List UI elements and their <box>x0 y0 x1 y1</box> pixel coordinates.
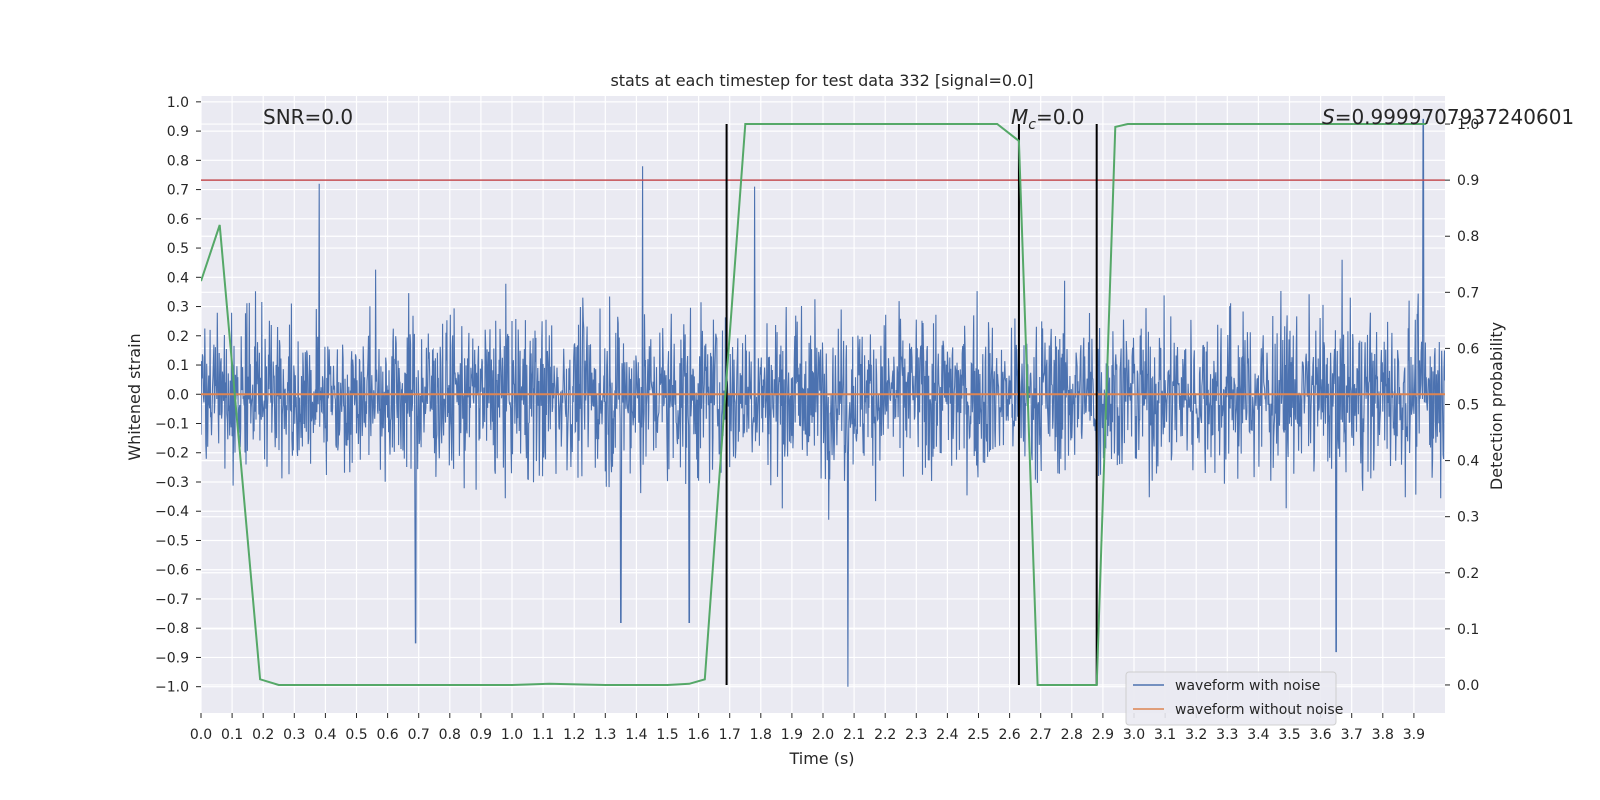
s-symbol: S <box>1322 105 1335 129</box>
y-tick-label: 0.6 <box>167 212 189 228</box>
x-tick-label: 3.5 <box>1278 727 1300 743</box>
y2-tick-label: 0.5 <box>1457 398 1479 414</box>
x-tick-label: 2.9 <box>1092 727 1114 743</box>
mc-symbol: M <box>1011 105 1028 129</box>
y2-tick-label: 0.9 <box>1457 173 1479 189</box>
x-tick-label: 1.8 <box>750 727 772 743</box>
y-tick-label: −0.6 <box>155 563 189 579</box>
x-tick-label: 1.2 <box>563 727 585 743</box>
mc-subscript: c <box>1028 117 1036 133</box>
y2-tick-label: 0.0 <box>1457 678 1479 694</box>
x-tick-label: 1.7 <box>719 727 741 743</box>
y-tick-label: 0.9 <box>167 124 189 140</box>
detection-probability-line <box>201 123 1427 686</box>
x-tick-label: 3.1 <box>1154 727 1176 743</box>
x-tick-label: 2.7 <box>1030 727 1052 743</box>
legend-label-clean: waveform without noise <box>1175 702 1343 718</box>
waveform-with-noise-line <box>201 118 1445 687</box>
y-tick-label: −0.3 <box>155 475 189 491</box>
y2-tick-label: 0.1 <box>1457 622 1479 638</box>
y-tick-label: 0.3 <box>167 300 189 316</box>
snr-annotation: SNR=0.0 <box>263 105 353 129</box>
x-tick-label: 3.2 <box>1185 727 1207 743</box>
legend-box <box>1125 671 1337 726</box>
y2-tick-label: 0.7 <box>1457 285 1479 301</box>
x-tick-label: 3.9 <box>1403 727 1425 743</box>
s-annotation: S=0.9999707937240601 <box>1322 105 1574 129</box>
x-tick-label: 2.0 <box>812 727 834 743</box>
y-tick-label: −0.5 <box>155 533 189 549</box>
legend-label-noisy: waveform with noise <box>1175 678 1320 694</box>
y-tick-label: 0.7 <box>167 183 189 199</box>
x-tick-label: 1.3 <box>594 727 616 743</box>
axes-layer: 1.0 0.9 0.8 0.7 0.6 0.5 0.4 0.3 0.2 0.1 0.0 −0.1 −0.… <box>155 95 1479 743</box>
x-tick-label: 0.9 <box>470 727 492 743</box>
chart-title: stats at each timestep for test data 332… <box>610 71 1033 90</box>
y-tick-label: 0.2 <box>167 329 189 345</box>
legend: waveform with noise waveform without noi… <box>1125 671 1343 726</box>
x-tick-label: 1.1 <box>532 727 554 743</box>
y-tick-label: −0.4 <box>155 504 189 520</box>
mc-annotation: Mc=0.0 <box>1011 105 1085 133</box>
y2-tick-label: 1.0 <box>1457 117 1479 133</box>
x-tick-label: 0.2 <box>252 727 274 743</box>
x-tick-label: 2.8 <box>1061 727 1083 743</box>
x-tick-label: 2.5 <box>967 727 989 743</box>
x-tick-label: 0.3 <box>283 727 305 743</box>
y-tick-label: 0.1 <box>167 358 189 374</box>
y-tick-label: −0.8 <box>155 621 189 637</box>
x-tick-label: 1.6 <box>687 727 709 743</box>
mc-value: =0.0 <box>1036 105 1085 129</box>
x-tick-label: 2.4 <box>936 727 958 743</box>
x-tick-label: 0.7 <box>408 727 430 743</box>
x-tick-label: 2.3 <box>905 727 927 743</box>
x-tick-label: 0.6 <box>376 727 398 743</box>
y-tick-label: 1.0 <box>167 95 189 111</box>
x-tick-label: 3.7 <box>1341 727 1363 743</box>
x-tick-label: 1.9 <box>781 727 803 743</box>
x-tick-label: 0.4 <box>314 727 336 743</box>
data-layer <box>201 118 1445 687</box>
x-tick-label: 1.5 <box>656 727 678 743</box>
y2-tick-label: 0.4 <box>1457 454 1479 470</box>
x-tick-label: 3.3 <box>1216 727 1238 743</box>
x-tick-label: 2.2 <box>874 727 896 743</box>
y2-tick-label: 0.3 <box>1457 510 1479 526</box>
y2-tick-label: 0.8 <box>1457 229 1479 245</box>
y2-tick-label: 0.6 <box>1457 341 1479 357</box>
y-tick-label: −1.0 <box>155 680 189 696</box>
x-tick-label: 0.5 <box>345 727 367 743</box>
x-tick-label: 2.6 <box>998 727 1020 743</box>
x-tick-label: 0.8 <box>439 727 461 743</box>
x-tick-label: 2.1 <box>843 727 865 743</box>
y2-axis-label: Detection probability <box>1487 322 1506 490</box>
x-tick-label: 3.6 <box>1309 727 1331 743</box>
s-value: =0.9999707937240601 <box>1335 105 1574 129</box>
x-tick-label: 0.1 <box>221 727 243 743</box>
y2-tick-label: 0.2 <box>1457 566 1479 582</box>
x-axis-label: Time (s) <box>788 749 854 768</box>
x-tick-label: 3.0 <box>1123 727 1145 743</box>
y-tick-label: −0.1 <box>155 417 189 433</box>
y-axis-label: Whitened strain <box>125 333 144 460</box>
y-tick-label: 0.4 <box>167 270 189 286</box>
x-tick-label: 1.4 <box>625 727 647 743</box>
y-tick-label: −0.2 <box>155 446 189 462</box>
x-tick-label: 3.4 <box>1247 727 1269 743</box>
x-tick-label: 1.0 <box>501 727 523 743</box>
y-tick-label: 0.8 <box>167 153 189 169</box>
y-tick-label: 0.5 <box>167 241 189 257</box>
y-tick-label: −0.7 <box>155 592 189 608</box>
x-tick-label: 3.8 <box>1372 727 1394 743</box>
y-tick-label: −0.9 <box>155 650 189 666</box>
y-tick-label: 0.0 <box>167 387 189 403</box>
x-tick-label: 0.0 <box>190 727 212 743</box>
